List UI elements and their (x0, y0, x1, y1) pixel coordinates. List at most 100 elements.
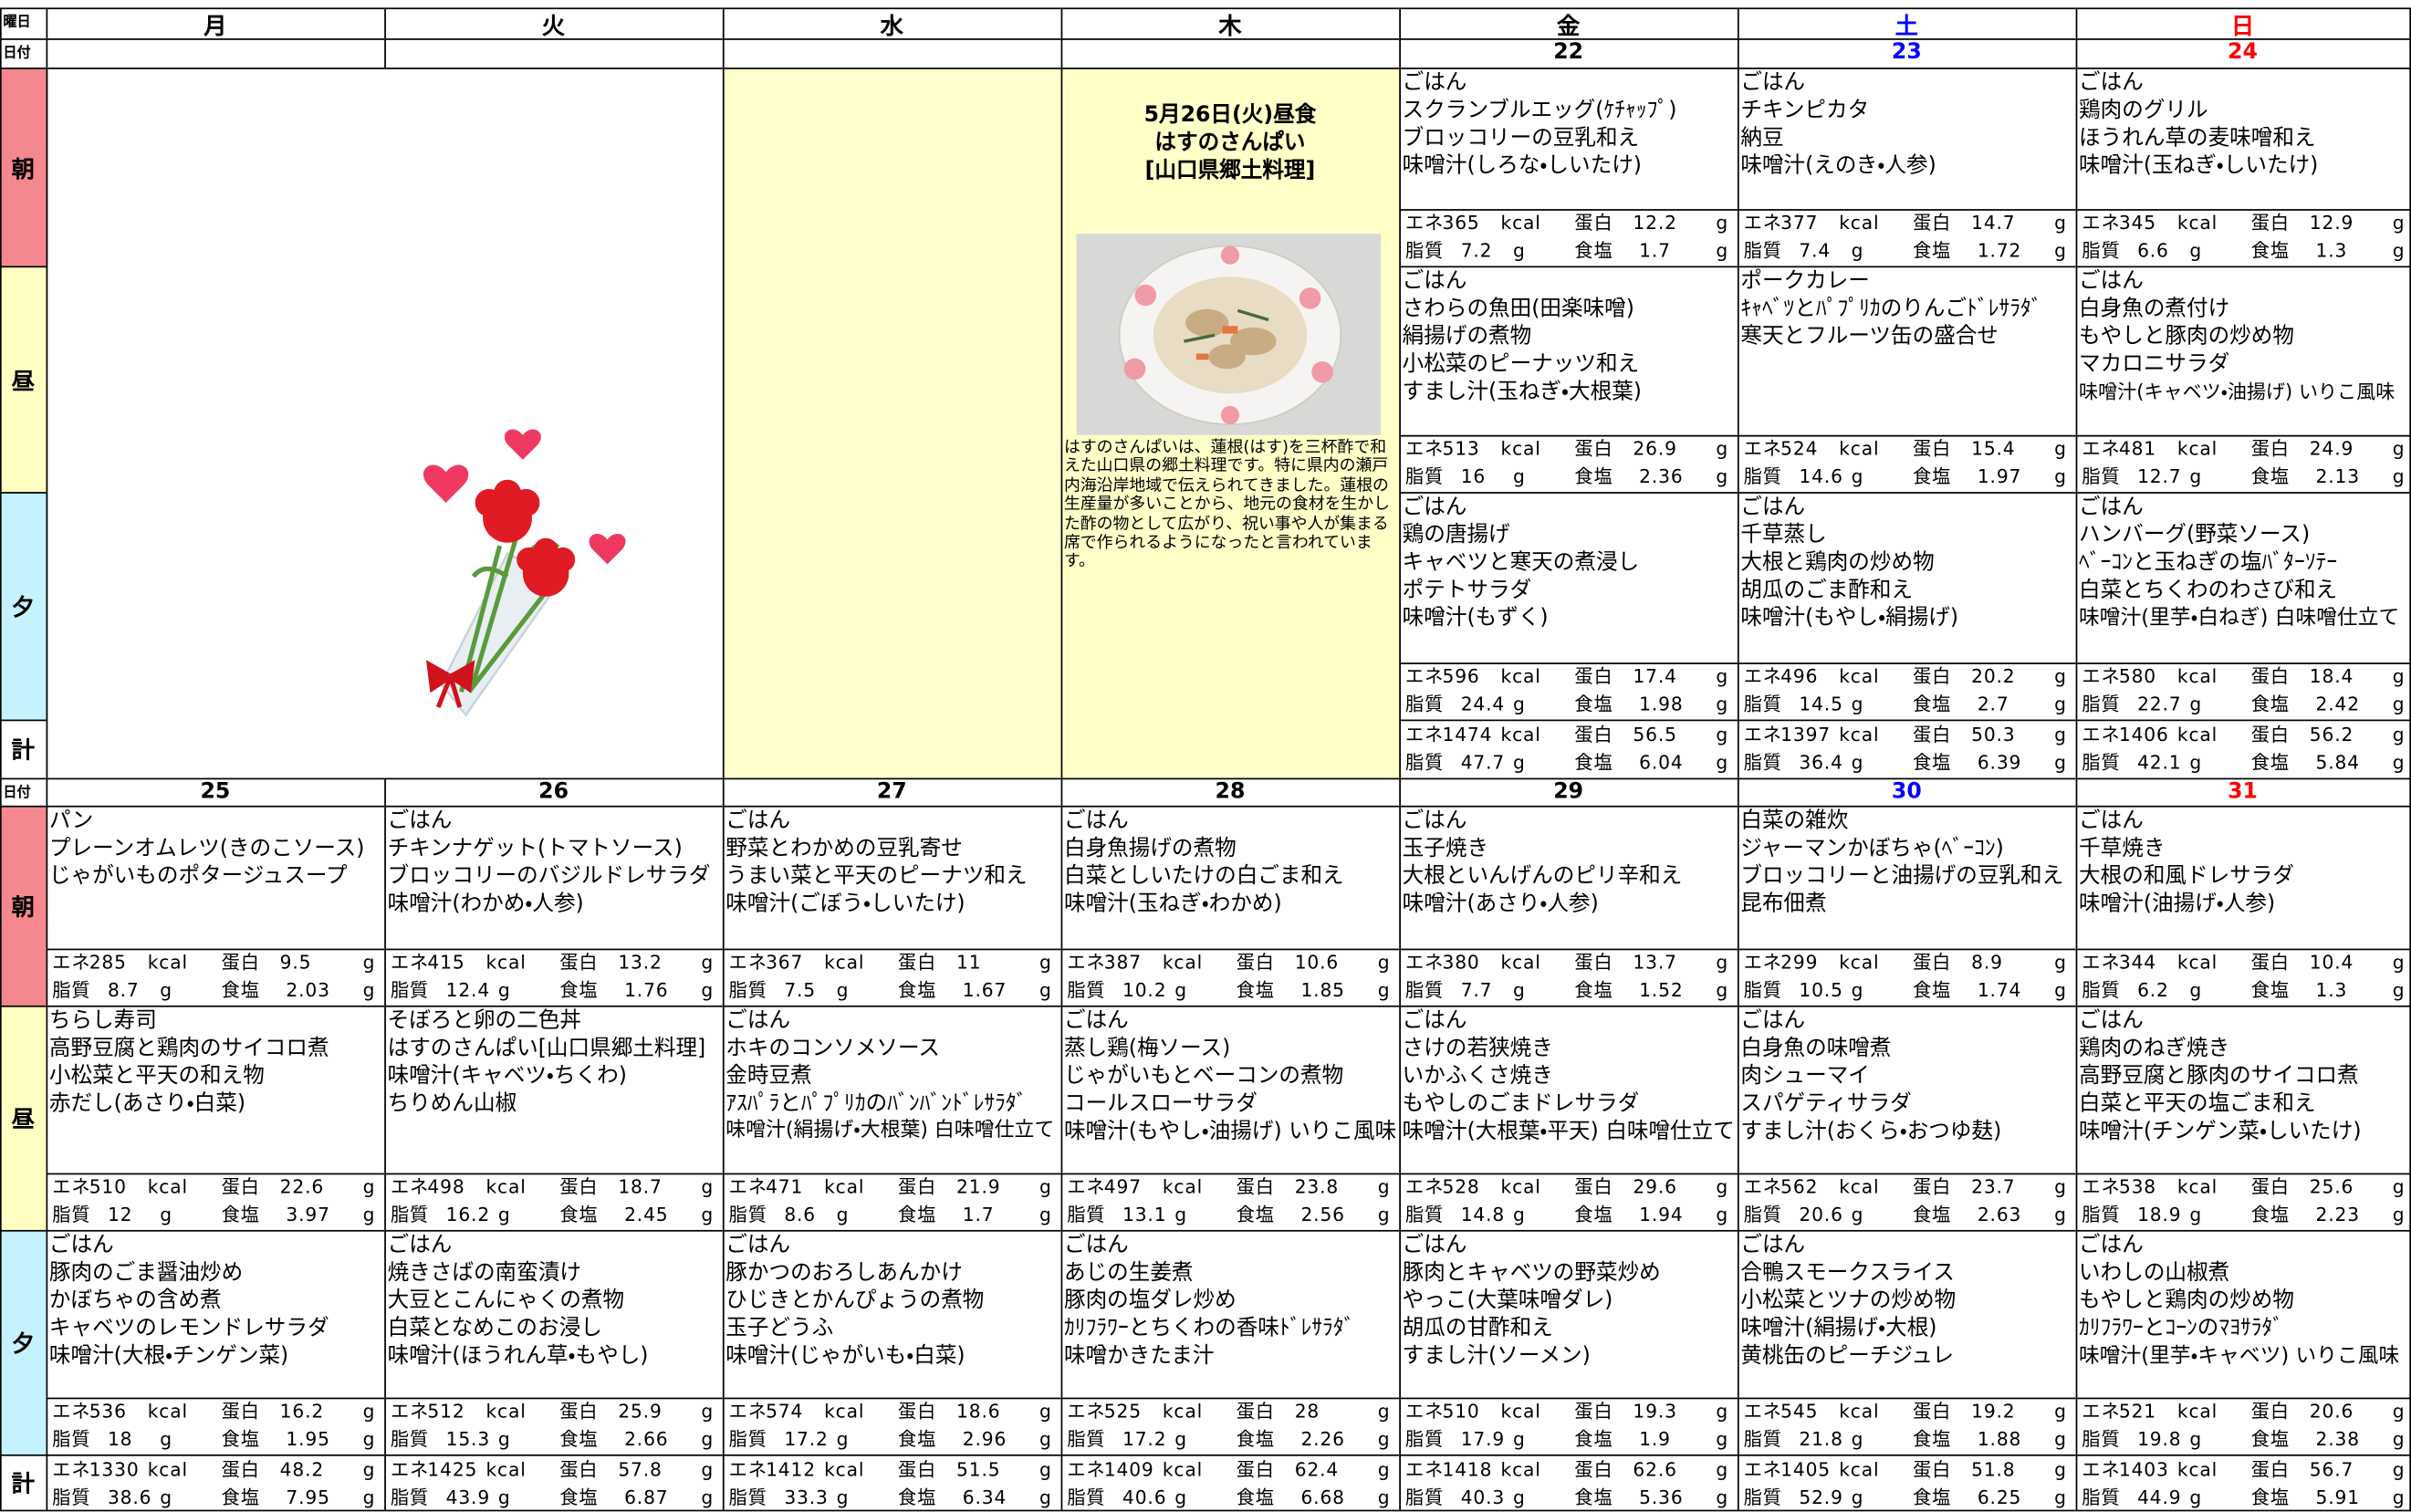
unit-label: 脂質 (2082, 979, 2121, 1001)
unit-label: 脂質 (2082, 1204, 2121, 1225)
protein: 18.6 (956, 1400, 1001, 1423)
menu-cell (1060, 1005, 1401, 1175)
nutrition-cell (1737, 948, 2078, 1007)
salt: 2.45 (624, 1204, 669, 1225)
menu-item: 白菜としいたけの白ごま和え (1063, 863, 1344, 889)
fat: 40.3 (1460, 1486, 1506, 1508)
unit-label: 蛋白 (221, 1400, 260, 1423)
unit-label: 食塩 (1236, 979, 1275, 1001)
unit-label: エネ (2082, 665, 2121, 688)
menu-item: 昆布佃煮 (1740, 892, 1827, 917)
unit: g (2392, 951, 2406, 974)
unit: kcal (1500, 212, 1541, 235)
energy: 510 (89, 1175, 127, 1198)
unit: g (1716, 724, 1729, 746)
unit: kcal (1500, 1175, 1541, 1198)
menu-item: ｷｬﾍﾞﾂとﾊﾟﾌﾟﾘｶのりんごﾄﾞﾚｻﾗﾀﾞ (1740, 297, 2042, 322)
menu-item: 野菜とわかめの豆乳寄せ (725, 836, 963, 861)
menu-item: 味噌汁(絹揚げ・大根) (1740, 1316, 1937, 1341)
unit: g (1716, 239, 1729, 262)
unit-label: 食塩 (2250, 465, 2290, 488)
menu-item: ごはん (1740, 1233, 1806, 1258)
salt: 5.36 (1639, 1486, 1684, 1508)
menu-item: 高野豆腐と鶏肉のサイコロ煮 (48, 1036, 329, 1061)
total-cell (46, 1454, 386, 1512)
date-cell (1737, 777, 2078, 808)
protein: 26.9 (1633, 438, 1677, 460)
menu-cell (384, 1005, 725, 1175)
menu-item: 味噌汁(しろな・しいたけ) (1402, 153, 1642, 179)
unit-label: 脂質 (1405, 751, 1445, 774)
unit-label: 脂質 (390, 1486, 430, 1508)
unit-label: エネ (1743, 1175, 1782, 1198)
menu-item: 味噌汁(もやし・油揚げ) いりこ風味 (1063, 1119, 1397, 1144)
nutrition-cell (1399, 1173, 1739, 1232)
unit-label: 蛋白 (2250, 212, 2290, 235)
menu-item: 焼きさばの南蛮漬け (387, 1260, 581, 1286)
unit-label: エネ (1743, 212, 1782, 235)
nutrition-cell (1737, 209, 2078, 268)
weekday: 火 (541, 12, 566, 40)
unit: g (2189, 1204, 2203, 1225)
total-cell (384, 1454, 725, 1512)
unit: g (1039, 1459, 1052, 1481)
unit: g (362, 951, 376, 974)
unit: kcal (485, 1459, 527, 1481)
menu-item: 千草蒸し (1740, 522, 1827, 547)
fat: 16 (1460, 465, 1487, 488)
fat: 38.6 (107, 1486, 152, 1508)
menu-item: ﾍﾞｰｺﾝと玉ねぎの塩ﾊﾞﾀｰｿﾃｰ (2079, 550, 2338, 576)
unit-label: 蛋白 (2250, 1175, 2290, 1198)
unit: g (160, 1204, 172, 1225)
food-photo (1076, 234, 1382, 435)
salt: 2.03 (286, 979, 330, 1001)
salt: 2.38 (2315, 1428, 2360, 1450)
unit-label: エネ (1743, 665, 1782, 688)
unit: g (1377, 1204, 1391, 1225)
unit-label: 食塩 (559, 979, 599, 1001)
energy: 415 (427, 951, 465, 974)
menu-item: ｶﾘﾌﾗﾜｰとちくわの香味ﾄﾞﾚｻﾗﾀﾞ (1063, 1316, 1355, 1341)
unit-label: エネ (2082, 438, 2121, 460)
salt: 2.7 (1977, 693, 2009, 715)
unit: g (1716, 438, 1729, 460)
weekday: 水 (880, 12, 903, 40)
unit: g (160, 1428, 172, 1450)
unit-label: 蛋白 (1236, 1459, 1275, 1481)
salt: 6.34 (962, 1486, 1007, 1508)
unit: kcal (1839, 212, 1880, 235)
salt: 1.72 (1977, 239, 2022, 262)
menu-item: ごはん (2079, 70, 2144, 96)
unit: kcal (1500, 951, 1541, 974)
unit-label: 蛋白 (1574, 212, 1613, 235)
unit: g (1851, 751, 1864, 774)
menu-item: 豚肉とキャベツの野菜炒め (1402, 1260, 1661, 1286)
unit-label: 蛋白 (1236, 1175, 1275, 1198)
salt: 3.97 (286, 1204, 330, 1225)
menu-item: 千草焼き (2079, 836, 2166, 861)
unit-label: 食塩 (2250, 1204, 2290, 1225)
unit: kcal (147, 951, 188, 974)
salt: 1.88 (1977, 1428, 2022, 1450)
unit-label: 蛋白 (559, 1459, 599, 1481)
menu-item: 高野豆腐と豚肉のサイコロ煮 (2079, 1063, 2359, 1089)
unit: g (1512, 1486, 1526, 1508)
unit-label: 食塩 (1574, 693, 1613, 715)
unit: g (1716, 693, 1729, 715)
nutrition-cell (46, 1397, 386, 1456)
energy: 497 (1103, 1175, 1142, 1198)
unit: g (1716, 1428, 1729, 1450)
menu-item: 白菜とちくわのわさび和え (2079, 578, 2338, 603)
protein: 56.2 (2309, 724, 2354, 746)
energy: 513 (1442, 438, 1480, 460)
unit-label: 蛋白 (1913, 951, 1952, 974)
unit: g (362, 1459, 376, 1481)
menu-item: ちりめん山椒 (387, 1091, 517, 1117)
unit-label: 蛋白 (221, 1175, 260, 1198)
unit: g (1039, 1400, 1052, 1423)
unit-label: 脂質 (728, 1204, 767, 1225)
fat: 7.4 (1799, 239, 1832, 262)
nutrition-cell (46, 1173, 386, 1232)
nutrition-cell (1737, 662, 2078, 722)
